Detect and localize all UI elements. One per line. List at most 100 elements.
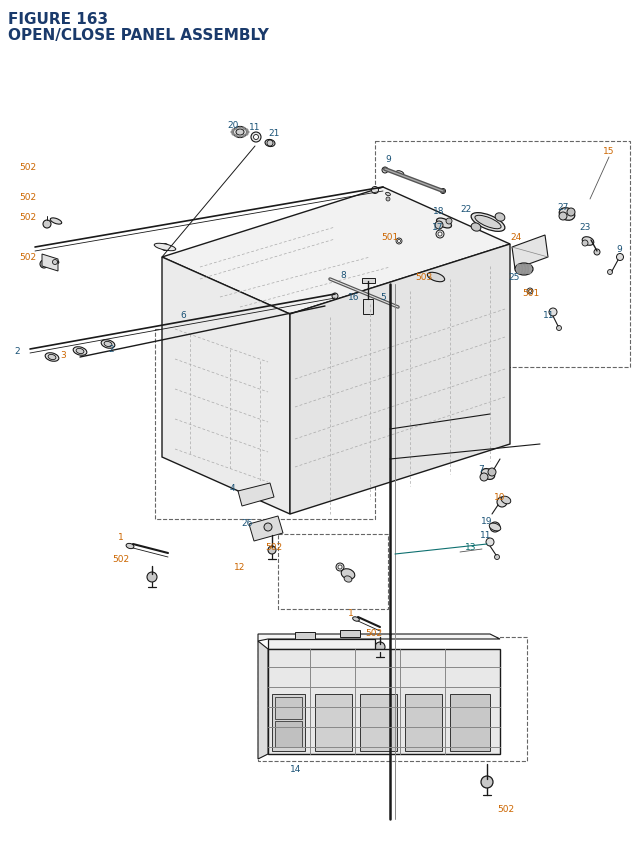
Polygon shape [275,722,302,747]
Circle shape [495,554,499,560]
Text: 21: 21 [268,129,280,139]
Text: 502: 502 [19,164,36,172]
Circle shape [43,220,51,229]
Polygon shape [450,694,490,751]
Text: 25: 25 [508,273,520,282]
Circle shape [490,523,500,532]
Ellipse shape [47,259,59,264]
Circle shape [232,133,234,136]
Ellipse shape [527,264,530,275]
Circle shape [147,573,157,582]
Circle shape [336,563,344,572]
Text: 9: 9 [616,245,621,254]
Ellipse shape [501,497,511,505]
Ellipse shape [471,214,505,232]
Ellipse shape [522,264,525,275]
Text: 502: 502 [19,193,36,202]
Polygon shape [315,694,352,751]
Text: 501: 501 [381,233,398,242]
Text: 15: 15 [603,147,614,157]
Polygon shape [363,300,373,314]
Circle shape [438,232,442,237]
Circle shape [235,135,237,138]
Circle shape [440,189,445,195]
Circle shape [386,198,390,201]
Polygon shape [258,635,500,641]
Circle shape [436,231,444,238]
Text: 502: 502 [497,804,514,814]
Ellipse shape [521,264,524,275]
Text: 22: 22 [460,205,471,214]
Text: 19: 19 [481,516,493,525]
Circle shape [251,133,261,143]
Text: 13: 13 [465,543,477,552]
Polygon shape [278,535,388,610]
Text: 6: 6 [180,310,186,319]
Ellipse shape [525,264,529,275]
Polygon shape [268,649,500,754]
Text: 502: 502 [265,543,282,552]
Text: 4: 4 [230,484,236,493]
Circle shape [582,241,588,247]
Ellipse shape [101,340,115,349]
Ellipse shape [48,355,56,360]
Ellipse shape [489,523,500,531]
Ellipse shape [518,266,530,274]
Ellipse shape [51,219,61,225]
Ellipse shape [104,342,112,347]
Text: 14: 14 [290,765,301,773]
Text: 24: 24 [510,232,521,241]
Text: 2: 2 [14,347,20,356]
Text: 16: 16 [348,293,360,302]
Circle shape [338,566,342,569]
Ellipse shape [436,219,451,229]
Circle shape [375,642,385,653]
Ellipse shape [471,224,481,232]
Text: 11: 11 [249,123,260,133]
Circle shape [559,213,567,220]
Ellipse shape [76,349,84,354]
Circle shape [529,290,531,293]
Ellipse shape [344,576,352,582]
Circle shape [527,288,533,294]
Circle shape [567,208,575,217]
Circle shape [246,130,248,132]
Circle shape [446,219,452,225]
Text: 18: 18 [433,207,445,215]
Ellipse shape [396,171,404,177]
Circle shape [497,498,507,507]
Circle shape [488,468,496,476]
Ellipse shape [518,264,521,275]
Circle shape [232,130,234,132]
Ellipse shape [475,216,501,229]
Circle shape [235,128,237,131]
Circle shape [239,127,241,130]
Polygon shape [295,632,315,639]
Circle shape [396,238,402,245]
Ellipse shape [126,544,134,549]
Ellipse shape [529,264,531,275]
Polygon shape [249,517,283,542]
Text: 11: 11 [480,530,492,539]
Text: 8: 8 [340,270,346,279]
Ellipse shape [154,244,176,251]
Polygon shape [162,188,510,314]
Ellipse shape [73,347,87,356]
Polygon shape [42,255,58,272]
Polygon shape [290,245,510,514]
Circle shape [616,254,623,261]
Text: 3: 3 [60,351,66,360]
Circle shape [239,136,241,138]
Ellipse shape [520,264,522,275]
Ellipse shape [45,353,59,362]
Ellipse shape [495,214,505,222]
Circle shape [481,776,493,788]
Polygon shape [162,257,290,514]
Circle shape [40,261,48,269]
Ellipse shape [265,140,275,147]
Circle shape [243,128,245,131]
Circle shape [486,538,494,547]
Text: 502: 502 [365,628,382,637]
Ellipse shape [481,469,495,480]
Circle shape [382,168,388,174]
